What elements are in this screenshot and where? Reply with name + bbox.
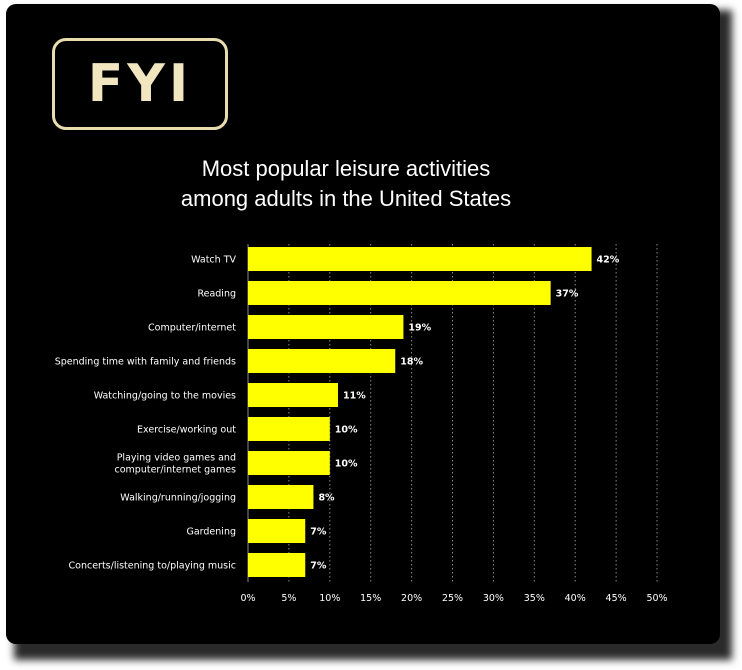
category-label: Computer/internet	[148, 323, 236, 334]
value-label: 37%	[556, 289, 579, 300]
value-label: 19%	[408, 323, 431, 334]
category-label: Spending time with family and friends	[55, 357, 236, 368]
x-tick-label: 30%	[483, 593, 504, 604]
chart-title-line-2: among adults in the United States	[180, 186, 512, 211]
category-label: Playing video games and computer/internet…	[115, 453, 237, 476]
value-label: 11%	[343, 391, 366, 402]
category-label: Watch TV	[191, 255, 236, 266]
x-tick-label: 35%	[524, 593, 545, 604]
fyi-logo: FYI	[52, 38, 228, 130]
bar	[248, 417, 330, 441]
x-tick-label: 25%	[442, 593, 463, 604]
value-label: 10%	[335, 459, 358, 470]
bar	[248, 451, 330, 475]
x-tick-label: 0%	[240, 593, 255, 604]
category-label: Concerts/listening to/playing music	[69, 561, 237, 572]
x-tick-label: 45%	[606, 593, 627, 604]
bar	[248, 553, 306, 577]
chart-title: Most popular leisure activities among ad…	[86, 154, 606, 214]
bar	[248, 519, 306, 543]
category-label: Exercise/working out	[137, 425, 236, 436]
x-tick-label: 20%	[401, 593, 422, 604]
value-label: 42%	[597, 255, 620, 266]
category-label: Gardening	[186, 527, 236, 538]
bar	[248, 281, 551, 305]
chart-title-line-1: Most popular leisure activities	[201, 156, 491, 181]
bar	[248, 485, 314, 509]
x-tick-label: 10%	[319, 593, 340, 604]
value-label: 10%	[335, 425, 358, 436]
x-tick-label: 40%	[565, 593, 586, 604]
bar	[248, 383, 338, 407]
category-label: Reading	[197, 289, 236, 300]
logo-text: FYI	[87, 54, 193, 114]
category-label: Watching/going to the movies	[94, 391, 236, 402]
bar	[248, 315, 404, 339]
category-label: Walking/running/jogging	[120, 493, 236, 504]
x-tick-label: 5%	[281, 593, 296, 604]
bar	[248, 349, 396, 373]
value-label: 7%	[310, 527, 327, 538]
x-tick-label: 50%	[646, 593, 667, 604]
value-label: 7%	[310, 561, 327, 572]
value-label: 18%	[400, 357, 423, 368]
bar	[248, 247, 592, 271]
x-tick-label: 15%	[360, 593, 381, 604]
value-label: 8%	[318, 493, 335, 504]
